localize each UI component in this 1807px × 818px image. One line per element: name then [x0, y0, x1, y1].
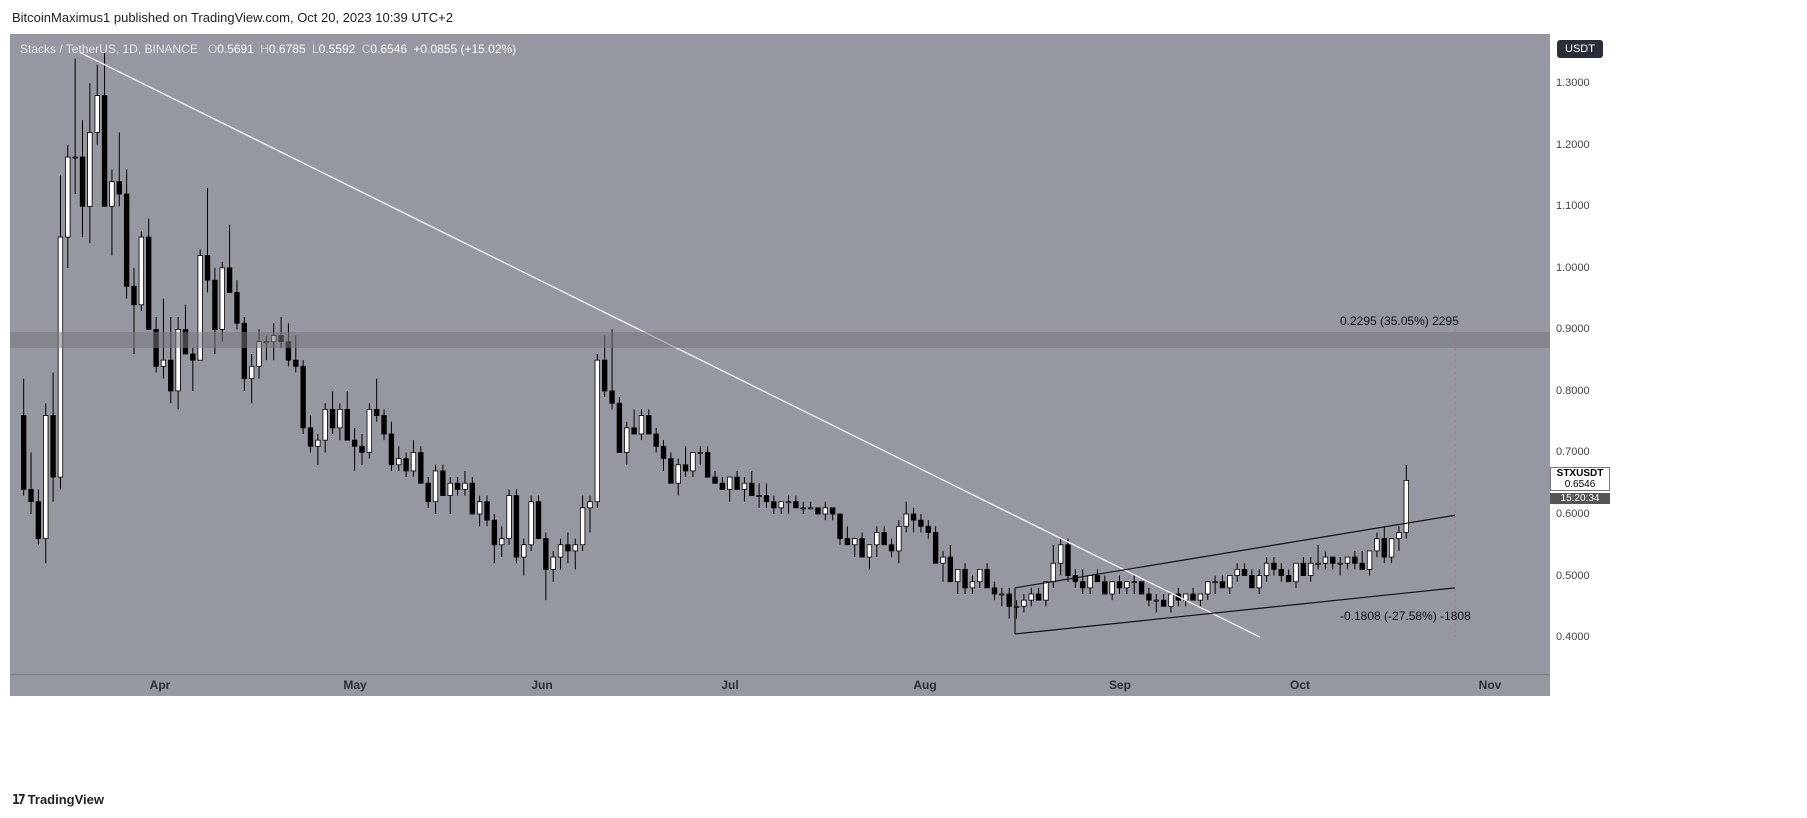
ohlc-legend: Stacks / TetherUS, 1D, BINANCE O0.5691 H… [20, 42, 516, 56]
chart-svg [10, 34, 1550, 674]
last-price-label: STXUSDT 0.6546 [1550, 467, 1610, 491]
price-tick: 0.6000 [1556, 508, 1590, 520]
currency-badge: USDT [1557, 40, 1603, 58]
chart-area[interactable]: Stacks / TetherUS, 1D, BINANCE O0.5691 H… [10, 34, 1550, 674]
price-tick: 0.9000 [1556, 323, 1590, 335]
price-tick: 1.3000 [1556, 77, 1590, 89]
tradingview-logo: 17TradingView [12, 792, 104, 808]
price-tick: 1.2000 [1556, 139, 1590, 151]
time-tick: Jun [531, 678, 552, 692]
resistance-zone [10, 332, 1550, 347]
time-tick: Sep [1109, 678, 1131, 692]
time-tick: Jul [721, 678, 738, 692]
time-axis[interactable]: Apr May Jun Jul Aug Sep Oct Nov [10, 674, 1550, 696]
time-tick: Apr [150, 678, 171, 692]
time-tick: Nov [1479, 678, 1502, 692]
time-tick: Aug [913, 678, 936, 692]
time-tick: Oct [1290, 678, 1310, 692]
price-tick: 0.7000 [1556, 446, 1590, 458]
publish-header: BitcoinMaximus1 published on TradingView… [12, 10, 453, 25]
countdown-label: 15:20:34 [1550, 493, 1610, 504]
price-tick: 0.5000 [1556, 570, 1590, 582]
logo-icon: 17 [12, 793, 24, 808]
price-tick: 1.1000 [1556, 200, 1590, 212]
price-tick: 1.0000 [1556, 262, 1590, 274]
price-tick: 0.4000 [1556, 631, 1590, 643]
symbol-title: Stacks / TetherUS, 1D, BINANCE [20, 42, 198, 56]
target-annotation-upper: 0.2295 (35.05%) 2295 [1340, 314, 1459, 328]
price-tick: 0.8000 [1556, 385, 1590, 397]
target-annotation-lower: -0.1808 (-27.58%) -1808 [1340, 609, 1471, 623]
time-tick: May [343, 678, 366, 692]
price-axis[interactable]: USDT 1.3000 1.2000 1.1000 1.0000 0.9000 0.800… [1550, 34, 1610, 674]
